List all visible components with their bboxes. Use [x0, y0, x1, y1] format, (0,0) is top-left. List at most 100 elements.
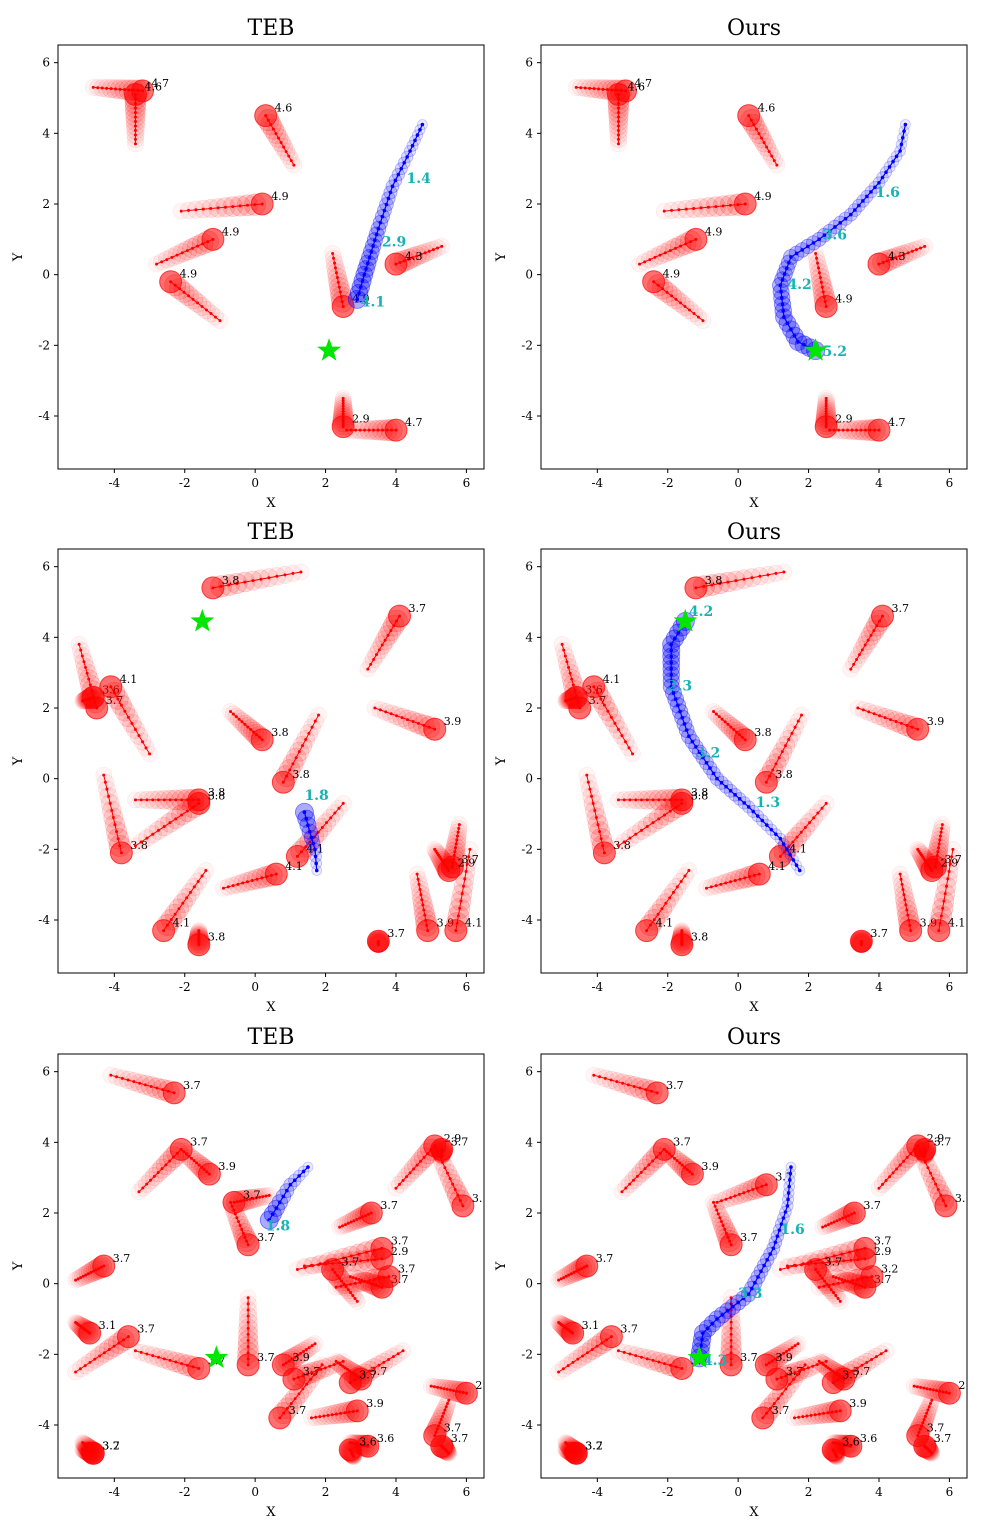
agent-path-point — [571, 1360, 575, 1364]
agent-path-point — [133, 92, 137, 96]
agent-path-point — [680, 1366, 684, 1370]
agent-path-point — [169, 918, 173, 922]
agent-path-point — [590, 794, 594, 798]
agent-path-point — [343, 1411, 347, 1415]
agent-path-point — [394, 262, 398, 266]
agent-path-point — [450, 865, 454, 869]
agent-current-position — [867, 418, 891, 442]
robot-path-point — [794, 251, 799, 256]
agent-path-point — [840, 1277, 844, 1281]
agent-path-point — [323, 1366, 327, 1370]
agent-path-point — [785, 1264, 789, 1268]
robot-path-point — [701, 1331, 705, 1335]
agent-path-point — [668, 249, 672, 253]
robot-path-point — [700, 1337, 704, 1342]
y-tick-label: -2 — [38, 842, 50, 856]
agent-path-point — [80, 654, 84, 658]
agent-path-point — [281, 780, 285, 784]
agent-trajectory: 3.7 — [842, 602, 910, 678]
agent-path-point — [733, 1194, 737, 1198]
agent-path-point — [285, 774, 289, 778]
agent-path-point — [663, 798, 667, 802]
agent-path-point — [638, 1086, 642, 1090]
agent-trajectory: 4.1 — [215, 860, 303, 897]
agent-path-point — [849, 1212, 853, 1216]
agent-path-point — [782, 1351, 786, 1355]
agent-current-position — [81, 1441, 105, 1465]
agent-path-point — [369, 1211, 373, 1215]
agent-path-point — [679, 301, 683, 305]
x-tick-label: -4 — [108, 476, 120, 490]
agent-trajectory: 3.1 — [550, 1314, 599, 1345]
agent-path-point — [185, 249, 189, 253]
agent-path-point — [602, 851, 606, 855]
agent-path-point — [616, 798, 620, 802]
agent-path-point — [712, 1200, 716, 1204]
x-tick-label: -2 — [179, 1485, 191, 1499]
agent-path-point — [127, 88, 131, 92]
agent-path-point — [351, 1276, 355, 1280]
agent-path-point — [281, 1363, 285, 1367]
agent-path-point — [173, 283, 177, 287]
agent-time-label: 4.9 — [180, 268, 198, 281]
agent-path-point — [923, 1160, 927, 1164]
agent-path-point — [341, 412, 345, 416]
agent-path-point — [778, 854, 782, 858]
agent-path-point — [345, 428, 349, 432]
agent-path-point — [923, 1414, 927, 1418]
agent-path-point — [133, 124, 137, 128]
agent-path-point — [211, 586, 215, 590]
agent-path-point — [613, 721, 617, 725]
agent-current-position — [81, 685, 105, 709]
agent-current-position — [236, 1233, 260, 1257]
agent-path-point — [304, 1348, 308, 1352]
agent-path-point — [834, 1276, 838, 1280]
agent-current-position — [927, 919, 951, 943]
robot-path-point — [784, 266, 789, 271]
agent-path-point — [746, 1189, 750, 1193]
agent-path-point — [416, 721, 420, 725]
agent-path-point — [627, 746, 631, 750]
agent-path-point — [824, 1359, 828, 1363]
robot-path-point — [274, 1206, 279, 1211]
robot-path-point — [388, 190, 393, 195]
agent-path-point — [938, 921, 942, 925]
agent-path-point — [282, 145, 286, 149]
agent-time-label: 3.7 — [585, 1439, 603, 1452]
agent-time-label: 3.7 — [740, 1231, 758, 1244]
agent-trajectory: 3.6 — [338, 1436, 377, 1466]
agent-path-point — [194, 208, 198, 212]
agent-path-point — [940, 823, 944, 827]
agent-path-point — [145, 836, 149, 840]
agent-path-point — [811, 1364, 815, 1368]
agent-path-point — [165, 258, 169, 262]
agent-path-point — [133, 728, 137, 732]
agent-current-position — [264, 862, 288, 886]
agent-path-point — [718, 582, 722, 586]
x-tick-label: 2 — [322, 476, 330, 490]
agent-path-point — [233, 1212, 237, 1216]
agent-path-point — [585, 1264, 589, 1268]
agent-path-point — [652, 918, 656, 922]
agent-path-point — [145, 798, 149, 802]
agent-current-position — [733, 728, 757, 752]
agent-path-point — [929, 1171, 933, 1175]
agent-path-point — [238, 1199, 242, 1203]
agent-path-point — [923, 244, 927, 248]
agent-path-point — [235, 1216, 239, 1220]
agent-path-point — [938, 834, 942, 838]
agent-path-point — [352, 1372, 356, 1376]
agent-path-point — [799, 830, 803, 834]
agent-path-point — [828, 1260, 832, 1264]
agent-path-point — [855, 657, 859, 661]
agent-path-point — [133, 142, 137, 146]
agent-path-point — [838, 1299, 842, 1303]
agent-time-label: 3.7 — [892, 602, 910, 615]
agent-path-point — [282, 1411, 286, 1415]
agent-path-point — [721, 1224, 725, 1228]
robot-path-point — [708, 766, 712, 770]
agent-path-point — [254, 733, 258, 737]
agent-path-point — [817, 1285, 821, 1289]
agent-path-point — [400, 716, 404, 720]
